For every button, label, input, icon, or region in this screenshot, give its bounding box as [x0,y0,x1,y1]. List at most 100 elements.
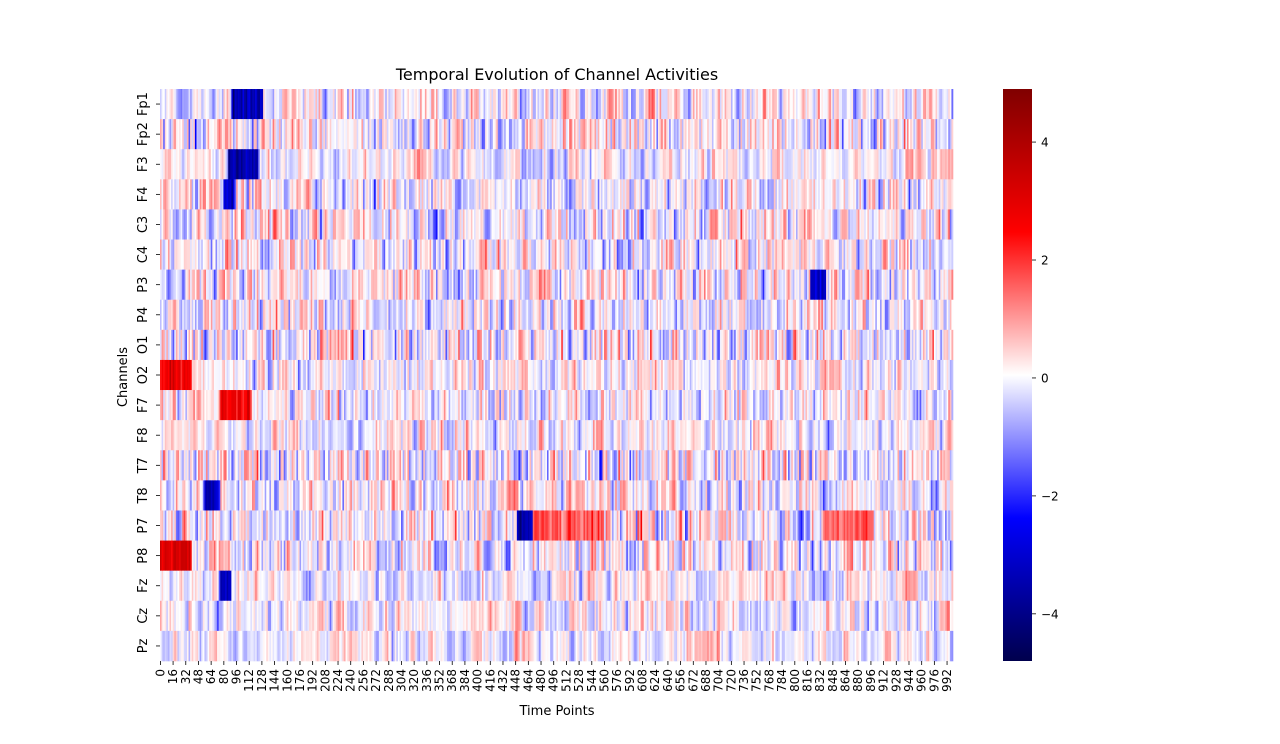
heatmap-cell [887,149,890,180]
heatmap-cell [440,269,443,301]
heatmap-cell [374,239,376,270]
heatmap-cell [872,179,874,210]
heatmap-cell [818,179,821,210]
heatmap-cell [361,119,364,150]
heatmap-cell [428,329,430,361]
heatmap-cell [742,329,744,361]
heatmap-cell [489,179,492,210]
heatmap-cell [580,239,583,270]
heatmap-cell [277,119,280,150]
heatmap-cell [215,269,218,301]
heatmap-cell [193,89,196,120]
heatmap-cell [883,269,886,301]
heatmap-cell [930,119,933,150]
heatmap-cell [201,209,204,240]
heatmap-cell [730,299,733,331]
heatmap-cell [624,359,627,391]
heatmap-cell [496,209,499,240]
heatmap-cell [332,239,335,270]
heatmap-cell [402,179,405,210]
heatmap-cell [615,269,618,301]
heatmap-cell [692,89,695,120]
heatmap-cell [363,89,365,120]
heatmap-cell [551,299,554,331]
heatmap-cell [259,329,262,361]
heatmap-cell [891,179,894,210]
heatmap-cell [784,149,787,180]
heatmap-cell [564,269,567,301]
heatmap-cell [764,359,767,391]
heatmap-cell [253,329,256,361]
heatmap-cell [732,329,735,361]
heatmap-cell [810,359,813,391]
heatmap-cell [339,239,342,270]
heatmap-cell [505,209,508,240]
heatmap-cell [309,239,311,270]
heatmap-cell [275,179,278,210]
heatmap-cell [822,299,825,331]
heatmap-cell [286,239,289,270]
heatmap-cell [455,329,457,361]
heatmap-cell [377,239,380,270]
heatmap-cell [605,239,608,270]
heatmap-cell [927,359,930,391]
heatmap-cell [919,89,922,120]
heatmap-cell [767,149,770,180]
heatmap-cell [569,239,572,270]
heatmap-cell [832,359,835,391]
heatmap-cell [554,329,557,361]
heatmap-cell [792,239,795,270]
heatmap-cell [502,239,505,270]
heatmap-cell [938,299,941,331]
heatmap-cell [404,239,407,270]
heatmap-cell [599,299,602,331]
heatmap-cell [253,119,256,150]
heatmap-cell [891,269,894,301]
heatmap-cell [575,329,578,361]
heatmap-cell [646,269,649,301]
heatmap-cell [895,149,898,180]
heatmap-cell [781,239,784,270]
heatmap-cell [596,269,599,301]
heatmap-cell [742,149,744,180]
heatmap-cell [296,269,299,301]
heatmap-cell [697,239,700,270]
heatmap-cell [307,119,310,150]
heatmap-cell [553,299,556,331]
heatmap-cell [943,119,946,150]
heatmap-cell [834,359,836,391]
heatmap-cell [293,239,296,270]
heatmap-cell [307,329,310,361]
heatmap-cell [532,299,535,331]
heatmap-cell [715,269,717,301]
heatmap-cell [824,359,827,391]
heatmap-cell [770,89,773,120]
heatmap-cell [880,329,882,361]
heatmap-cell [456,239,459,270]
heatmap-cell [193,239,196,270]
heatmap-cell [653,269,656,301]
heatmap-cell [244,119,246,150]
heatmap-cell [894,209,897,240]
heatmap-cell [581,179,584,210]
heatmap-cell [567,329,570,361]
heatmap-cell [231,179,234,210]
heatmap-cell [404,209,407,240]
heatmap-cell [442,329,445,361]
heatmap-cell [715,209,717,240]
heatmap-cell [921,359,924,391]
heatmap-cell [604,179,606,210]
heatmap-cell [704,239,706,270]
heatmap-cell [539,359,541,391]
heatmap-cell [375,239,378,270]
heatmap-cell [323,89,326,120]
heatmap-cell [607,89,610,120]
heatmap-cell [708,239,711,270]
heatmap-cell [659,89,662,120]
heatmap-cell [420,209,422,240]
heatmap-cell [870,299,873,331]
heatmap-cell [935,209,938,240]
heatmap-cell [558,329,560,361]
heatmap-cell [632,299,635,331]
heatmap-cell [399,149,402,180]
